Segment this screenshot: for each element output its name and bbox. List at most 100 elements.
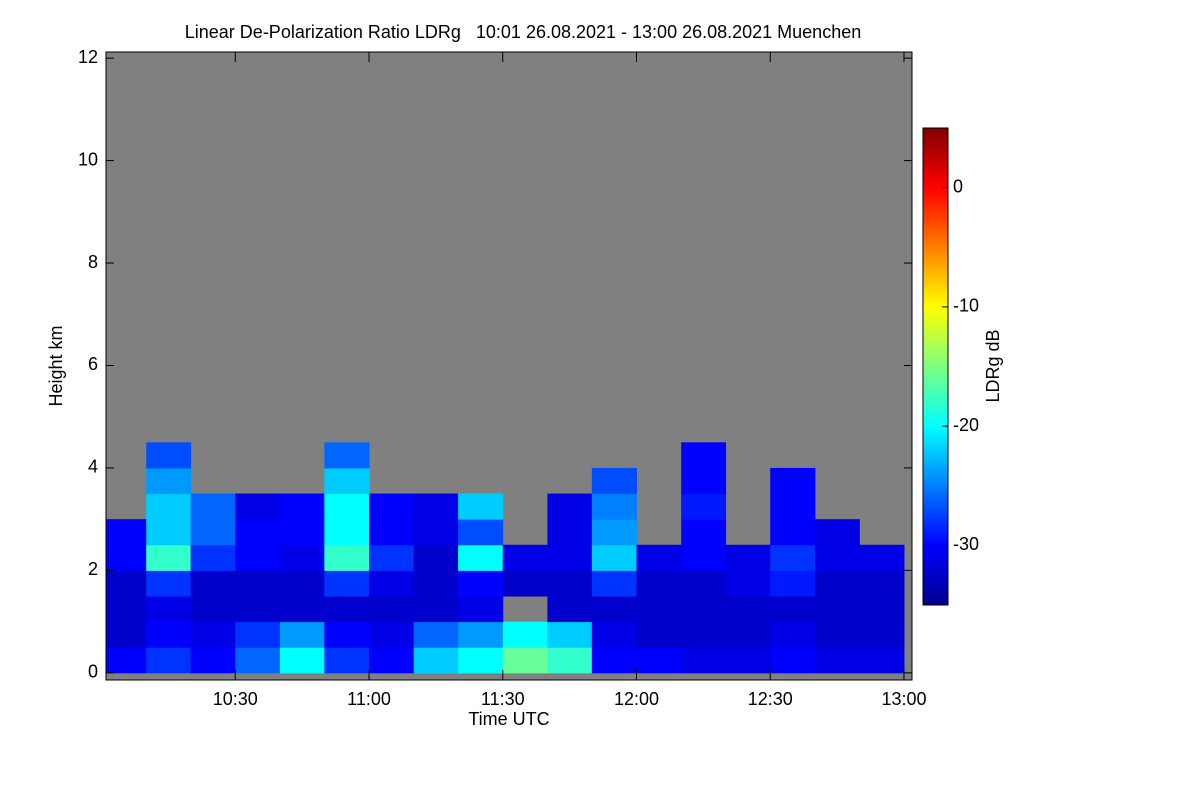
heatmap-cell	[146, 442, 192, 469]
heatmap-cell	[106, 621, 147, 648]
heatmap-cell	[190, 621, 236, 648]
heatmap-cell	[279, 595, 325, 623]
heatmap-cell	[814, 621, 860, 648]
heatmap-cell	[235, 493, 281, 520]
x-tick-label: 11:00	[347, 689, 391, 709]
colorbar-label: LDRg dB	[983, 329, 1003, 402]
heatmap-cell	[146, 621, 192, 648]
heatmap-cell	[279, 570, 325, 597]
colorbar-tick-label: -10	[953, 296, 979, 316]
heatmap-cell	[458, 647, 504, 674]
heatmap-cell	[106, 570, 147, 597]
plot-frame	[105, 51, 913, 681]
heatmap-cell	[369, 570, 415, 597]
heatmap-cell	[413, 647, 459, 674]
heatmap-cell	[369, 493, 415, 520]
heatmap-cell	[725, 647, 771, 674]
heatmap-cell	[458, 595, 504, 623]
heatmap-cell	[636, 621, 682, 648]
heatmap-cell	[146, 570, 192, 597]
heatmap-cell	[190, 595, 236, 623]
heatmap-cell	[279, 647, 325, 674]
heatmap-cell	[190, 647, 236, 674]
heatmap-cell	[369, 647, 415, 674]
heatmap-cell	[681, 442, 727, 469]
heatmap-cell	[725, 544, 771, 571]
heatmap-cell	[591, 493, 637, 520]
heatmap-cell	[636, 544, 682, 571]
y-tick-label: 10	[78, 149, 98, 169]
heatmap-cell	[547, 595, 593, 623]
heatmap-cell	[770, 621, 816, 648]
heatmap-cell	[814, 570, 860, 597]
heatmap-cell	[279, 621, 325, 648]
heatmap-cell	[770, 493, 816, 520]
heatmap-cell	[146, 519, 192, 546]
colorbar-tick-label: -20	[953, 415, 979, 435]
heatmap-cell	[146, 467, 192, 495]
heatmap-cell	[413, 519, 459, 546]
heatmap-cell	[458, 493, 504, 520]
heatmap-cell	[591, 467, 637, 495]
heatmap-cell	[369, 544, 415, 571]
heatmap-cell	[413, 621, 459, 648]
heatmap-cell	[591, 544, 637, 571]
heatmap-cell	[681, 647, 727, 674]
heatmap-cell	[146, 493, 192, 520]
heatmap-cell	[369, 621, 415, 648]
heatmap-cell	[235, 647, 281, 674]
colorbar-tick-label: 0	[953, 176, 963, 196]
heatmap-cell	[636, 647, 682, 674]
heatmap-cell	[324, 467, 370, 495]
heatmap-cell	[859, 647, 905, 674]
heatmap-cell	[324, 544, 370, 571]
heatmap-cell	[591, 621, 637, 648]
x-tick-label: 10:30	[213, 689, 258, 709]
heatmap-cell	[814, 595, 860, 623]
heatmap-cell	[369, 595, 415, 623]
heatmap-cell	[235, 544, 281, 571]
heatmap-cell	[770, 467, 816, 495]
heatmap-cell	[859, 570, 905, 597]
heatmap-cell	[725, 570, 771, 597]
y-tick-label: 6	[88, 354, 98, 374]
heatmap-cell	[859, 621, 905, 648]
heatmap-cell	[814, 519, 860, 546]
heatmap-cell	[279, 519, 325, 546]
y-tick-label: 2	[88, 559, 98, 579]
heatmap-cell	[324, 570, 370, 597]
heatmap-cell	[636, 570, 682, 597]
heatmap-cells	[106, 442, 905, 674]
heatmap-cell	[770, 570, 816, 597]
colorbar-tick-label: -30	[953, 534, 979, 554]
heatmap-cell	[413, 493, 459, 520]
heatmap-cell	[324, 442, 370, 469]
heatmap-cell	[458, 570, 504, 597]
chart-title: Linear De-Polarization Ratio LDRg 10:01 …	[185, 22, 861, 42]
heatmap-cell	[106, 519, 147, 546]
heatmap-cell	[725, 621, 771, 648]
heatmap-cell	[190, 519, 236, 546]
heatmap-cell	[591, 519, 637, 546]
x-tick-label: 11:30	[481, 689, 525, 709]
heatmap-cell	[324, 647, 370, 674]
x-axis-label: Time UTC	[468, 709, 549, 729]
heatmap-cell	[502, 544, 548, 571]
heatmap-cell	[547, 570, 593, 597]
heatmap-cell	[770, 595, 816, 623]
y-tick-label: 4	[88, 457, 98, 477]
x-tick-label: 12:30	[748, 689, 793, 709]
heatmap-cell	[681, 493, 727, 520]
heatmap-cell	[106, 595, 147, 623]
heatmap-cell	[235, 595, 281, 623]
colorbar	[922, 127, 949, 606]
heatmap-cell	[146, 544, 192, 571]
heatmap-cell	[591, 647, 637, 674]
heatmap-cell	[770, 544, 816, 571]
heatmap-cell	[770, 519, 816, 546]
heatmap-cell	[279, 493, 325, 520]
heatmap-cell	[681, 595, 727, 623]
heatmap-cell	[190, 570, 236, 597]
heatmap-cell	[681, 621, 727, 648]
heatmap-cell	[547, 519, 593, 546]
